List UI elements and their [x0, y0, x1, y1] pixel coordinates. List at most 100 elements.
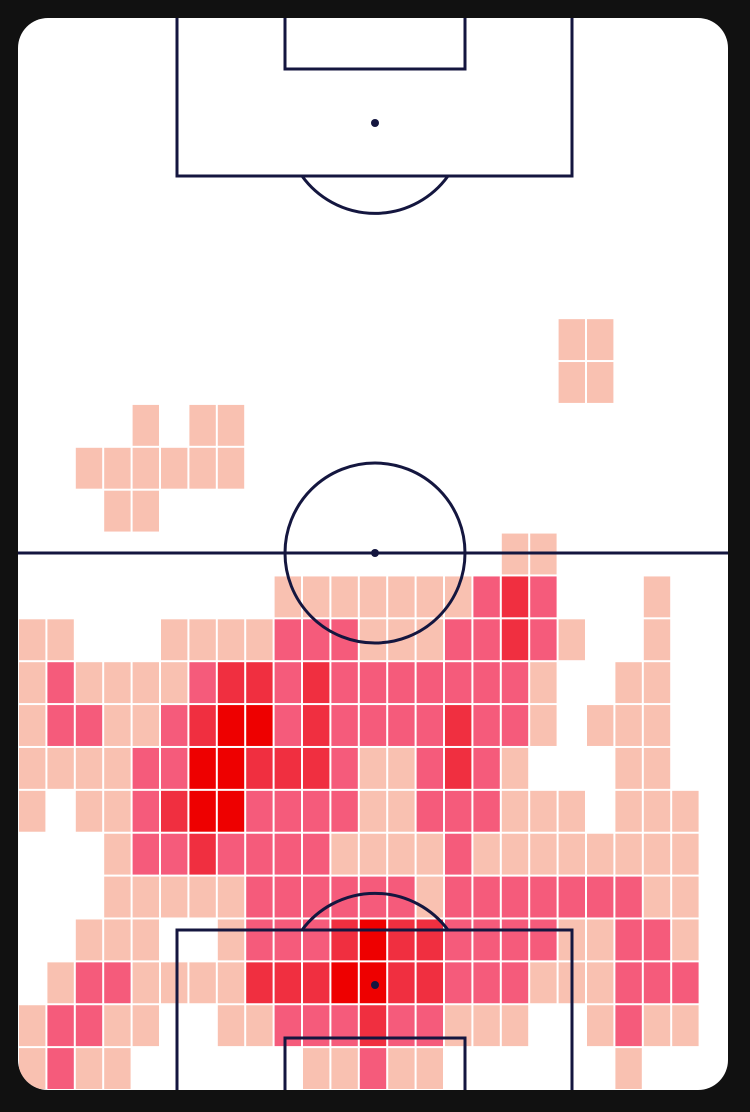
heat-cell	[161, 447, 188, 489]
heat-cell	[501, 1005, 529, 1047]
heat-cell	[473, 705, 500, 746]
heat-cell	[643, 705, 671, 746]
heat-cell	[19, 705, 46, 746]
heat-cell	[303, 833, 330, 875]
heat-cell	[388, 833, 415, 875]
heat-cell	[19, 662, 46, 704]
top-penalty-arc	[300, 175, 450, 215]
heat-cell	[303, 662, 330, 704]
heat-cell	[643, 619, 671, 661]
heat-cell	[19, 1005, 46, 1047]
heat-cell	[217, 790, 245, 832]
heat-cell	[246, 962, 273, 1004]
heat-cell	[445, 833, 472, 875]
heat-cell	[47, 962, 74, 1004]
heat-cell	[558, 833, 585, 875]
heat-cell	[445, 790, 472, 832]
heat-cell	[445, 576, 472, 618]
bottom-penalty-spot	[371, 981, 379, 989]
heat-cell	[416, 919, 443, 961]
heat-cell	[416, 1005, 443, 1047]
heat-cell	[388, 1048, 415, 1089]
heat-cell	[132, 747, 159, 789]
heat-cell	[587, 1005, 614, 1047]
heat-cell	[388, 790, 415, 832]
heat-cells	[19, 319, 699, 1089]
heat-cell	[672, 1005, 699, 1047]
heat-cell	[47, 747, 74, 789]
heat-cell	[530, 790, 557, 832]
heat-cell	[246, 662, 273, 704]
heat-cell	[388, 919, 415, 961]
heat-cell	[445, 1005, 472, 1047]
heat-cell	[303, 876, 330, 918]
heat-cell	[359, 747, 387, 789]
heat-cell	[132, 404, 159, 446]
heat-cell	[416, 705, 443, 746]
heat-cell	[501, 747, 529, 789]
heat-cell	[416, 576, 443, 618]
heat-cell	[501, 962, 529, 1004]
heat-cell	[615, 790, 642, 832]
heat-cell	[274, 790, 301, 832]
heat-cell	[217, 619, 245, 661]
heat-cell	[104, 790, 131, 832]
heat-cell	[47, 1005, 74, 1047]
heat-cell	[274, 662, 301, 704]
heat-cell	[161, 962, 188, 1004]
heat-cell	[104, 1048, 131, 1089]
heat-cell	[643, 790, 671, 832]
heat-cell	[75, 705, 103, 746]
heat-cell	[416, 833, 443, 875]
heat-cell	[501, 833, 529, 875]
heat-cell	[161, 876, 188, 918]
heat-cell	[643, 833, 671, 875]
heat-cell	[558, 790, 585, 832]
heat-cell	[501, 790, 529, 832]
heat-cell	[75, 447, 103, 489]
heat-cell	[615, 919, 642, 961]
heat-cell	[47, 705, 74, 746]
heat-cell	[587, 833, 614, 875]
heat-cell	[587, 962, 614, 1004]
heat-cell	[558, 362, 585, 403]
heat-cell	[274, 962, 301, 1004]
heat-cell	[359, 876, 387, 918]
heat-cell	[189, 833, 216, 875]
heat-cell	[75, 747, 103, 789]
heat-cell	[217, 705, 245, 746]
heat-cell	[615, 833, 642, 875]
heat-cell	[75, 919, 103, 961]
heat-cell	[189, 790, 216, 832]
heat-cell	[161, 790, 188, 832]
heat-cell	[217, 1005, 245, 1047]
heat-cell	[189, 662, 216, 704]
top-six-yard-box	[283, 18, 467, 71]
heat-cell	[246, 833, 273, 875]
heat-cell	[558, 619, 585, 661]
heat-cell	[104, 705, 131, 746]
heat-cell	[501, 662, 529, 704]
heat-cell	[473, 576, 500, 618]
heat-cell	[217, 833, 245, 875]
heat-cell	[132, 1005, 159, 1047]
heat-cell	[473, 747, 500, 789]
pitch-lines	[18, 18, 728, 1090]
heat-cell	[388, 705, 415, 746]
heat-cell	[643, 876, 671, 918]
heat-cell	[501, 619, 529, 661]
heat-cell	[359, 576, 387, 618]
heat-cell	[615, 662, 642, 704]
heat-cell	[132, 876, 159, 918]
heat-cell	[189, 962, 216, 1004]
heat-cell	[558, 319, 585, 361]
heat-cell	[331, 962, 358, 1004]
heat-cell	[615, 876, 642, 918]
heat-cell	[161, 747, 188, 789]
heat-cell	[331, 747, 358, 789]
bottom-six-yard-box	[283, 1036, 467, 1090]
heat-cell	[501, 705, 529, 746]
heat-cell	[189, 447, 216, 489]
heat-cell	[558, 876, 585, 918]
heat-cell	[104, 876, 131, 918]
